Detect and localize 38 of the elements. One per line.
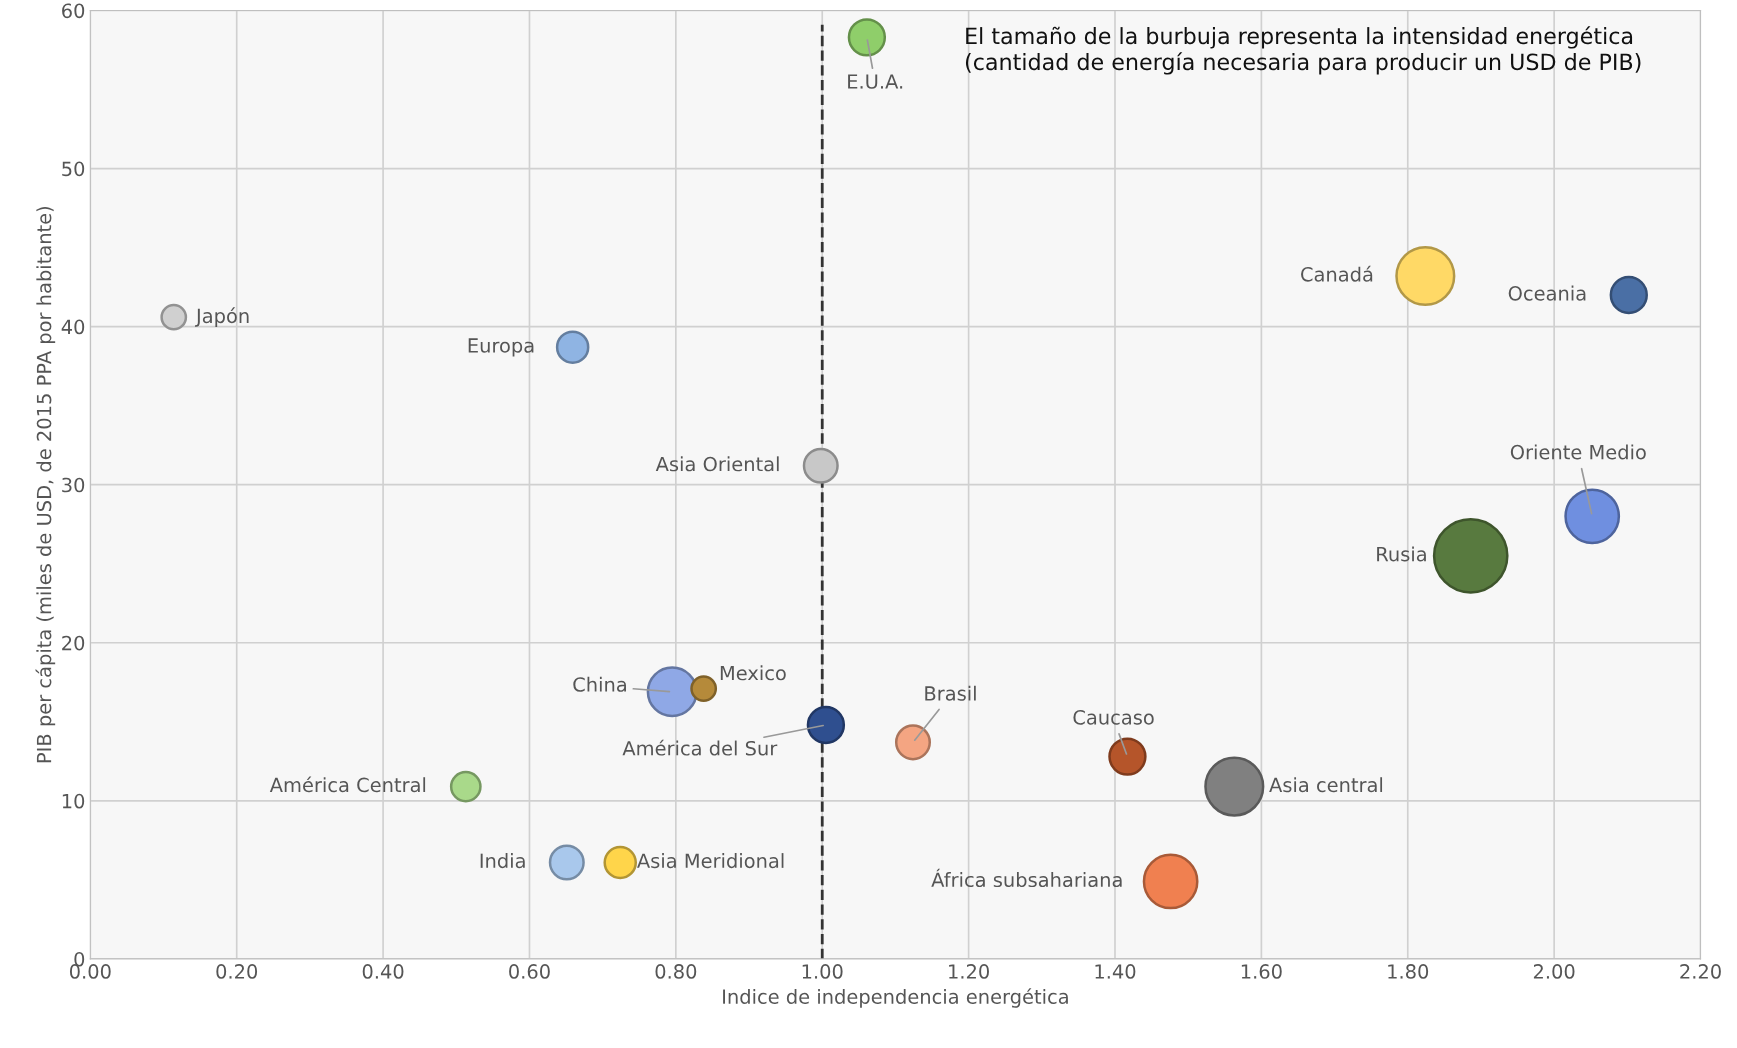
annotation: El tamaño de la burbuja representa la intensidad energética (cantidad de energía necesaria para producir un USD de PIB) — [965, 26, 1641, 75]
x-tick-label: 2.00 — [1533, 964, 1575, 979]
annotation: Caucaso — [1073, 710, 1154, 725]
y-tick-label: 30 — [62, 477, 85, 493]
x-tick-label: 2.20 — [1680, 964, 1721, 979]
annotation: Brasil — [925, 685, 976, 701]
x-tick-label: 1.00 — [802, 964, 843, 979]
annotation: Japón — [194, 307, 249, 327]
x-tick-label: 1.40 — [1095, 964, 1136, 979]
x-tick-label: 0.60 — [509, 964, 550, 979]
annotation: Canadá — [1301, 265, 1373, 282]
y-tick-label: 50 — [62, 161, 85, 177]
y-tick-label: 40 — [61, 319, 85, 335]
x-tick-label: 0.20 — [216, 964, 258, 979]
annotation: China — [573, 676, 626, 692]
annotation: Rusia — [1377, 546, 1426, 562]
x-tick-label: 0.80 — [655, 964, 697, 979]
annotation: Asia Oriental — [655, 456, 779, 472]
annotation: América del Sur — [622, 739, 778, 756]
annotation: África subsahariana — [931, 868, 1122, 888]
y-tick-label: 10 — [62, 793, 85, 809]
x-tick-label: 1.80 — [1388, 964, 1429, 979]
annotation: E.U.A. — [848, 74, 903, 89]
annotation: Asia Meridional — [637, 853, 784, 869]
x-axis-title: Indice de independencia energética — [723, 988, 1068, 1008]
y-tick-label: 20 — [62, 635, 85, 651]
annotation: Asia central — [1269, 777, 1383, 793]
y-tick-label: 60 — [62, 3, 85, 19]
annotation: Oceania — [1508, 285, 1586, 301]
annotation: América Central — [269, 776, 426, 793]
x-tick-label: 1.20 — [949, 964, 989, 979]
annotation: Oriente Medio — [1510, 444, 1646, 460]
x-tick-label: 1.60 — [1241, 964, 1282, 979]
annotation: India — [480, 853, 525, 869]
x-tick-label: 0.40 — [362, 964, 404, 979]
y-axis-title: PIB per cápita (miles de USD, de 2015 PPA por habitante) — [35, 206, 56, 763]
annotation: Europa — [468, 338, 534, 357]
annotation: Mexico — [720, 665, 786, 681]
